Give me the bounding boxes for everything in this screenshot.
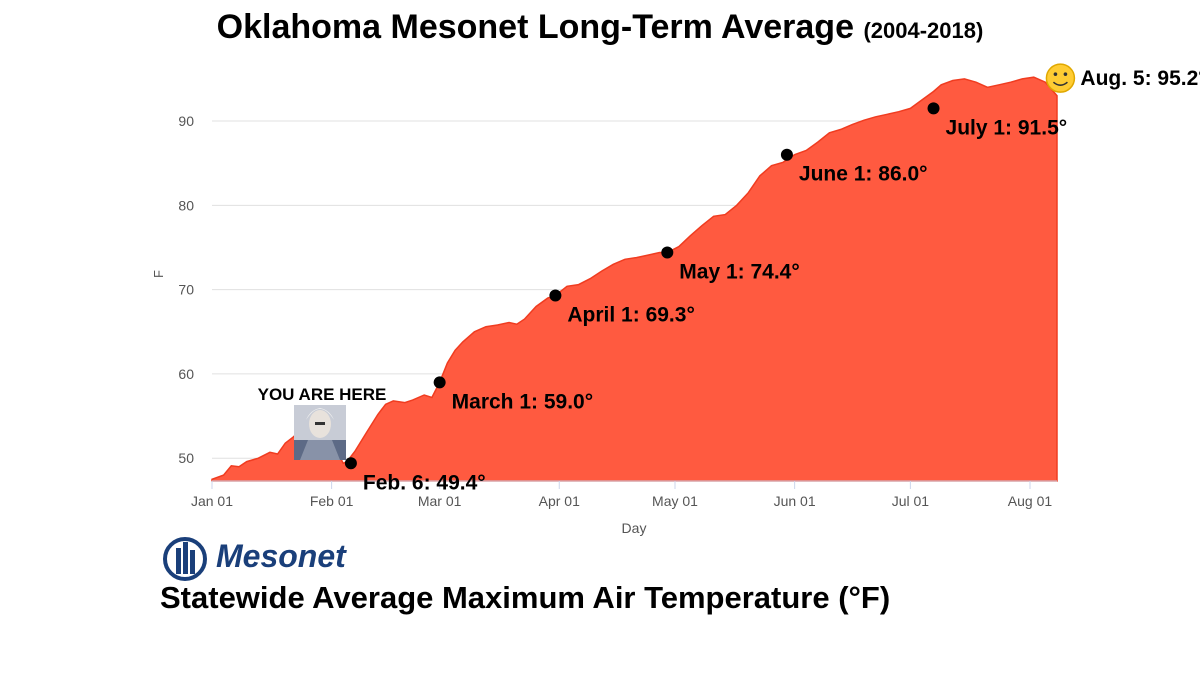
y-tick-label: 90 — [178, 113, 194, 129]
annotation-label: June 1: 86.0° — [799, 163, 928, 186]
you-are-here-marker: YOU ARE HERE — [258, 385, 387, 460]
y-tick-label: 80 — [178, 197, 194, 213]
annotation-label: Feb. 6: 49.4° — [363, 471, 486, 494]
x-tick-label: May 01 — [652, 493, 698, 509]
annotation-dot — [549, 289, 562, 302]
mesonet-logo-icon — [163, 537, 207, 581]
x-axis-title: Day — [622, 520, 647, 536]
y-tick-label: 70 — [178, 282, 194, 298]
annotation-dot — [780, 148, 793, 161]
x-tick-label: Apr 01 — [539, 493, 580, 509]
chart-title: Oklahoma Mesonet Long-Term Average (2004… — [0, 8, 1200, 47]
annotation-dot — [344, 457, 357, 470]
y-tick-label: 60 — [178, 366, 194, 382]
y-axis-title: F — [151, 270, 166, 278]
smiley-face-icon — [1045, 63, 1076, 93]
annotation-dot — [433, 376, 446, 389]
annotation-label: Aug. 5: 95.2° — [1080, 67, 1200, 90]
you-are-here-label: YOU ARE HERE — [258, 385, 387, 404]
chart-title-years: (2004-2018) — [863, 18, 984, 43]
x-tick-label: Aug 01 — [1008, 493, 1053, 509]
y-tick-label: 50 — [178, 450, 194, 466]
annotation-dot — [661, 246, 674, 259]
chart-title-main: Oklahoma Mesonet Long-Term Average — [216, 8, 854, 46]
annotation-label: April 1: 69.3° — [567, 304, 694, 327]
annotation-label: July 1: 91.5° — [946, 116, 1068, 139]
annotation-dot — [927, 102, 940, 115]
mesonet-brand: Mesonet — [216, 538, 346, 574]
annotation-label: May 1: 74.4° — [679, 261, 799, 284]
x-tick-label: Mar 01 — [418, 493, 462, 509]
x-tick-label: Jan 01 — [191, 493, 233, 509]
temperature-chart: Jan 01 Feb 01 Mar 01 Apr 01 May 01 Jun 01 Jul … — [151, 63, 1200, 536]
x-tick-label: Jun 01 — [774, 493, 816, 509]
annotation-label: March 1: 59.0° — [452, 390, 593, 413]
x-tick-label: Feb 01 — [310, 493, 354, 509]
person-photo-icon — [294, 405, 346, 460]
chart-subtitle: Statewide Average Maximum Air Temperatur… — [160, 580, 891, 615]
x-tick-label: Jul 01 — [892, 493, 930, 509]
